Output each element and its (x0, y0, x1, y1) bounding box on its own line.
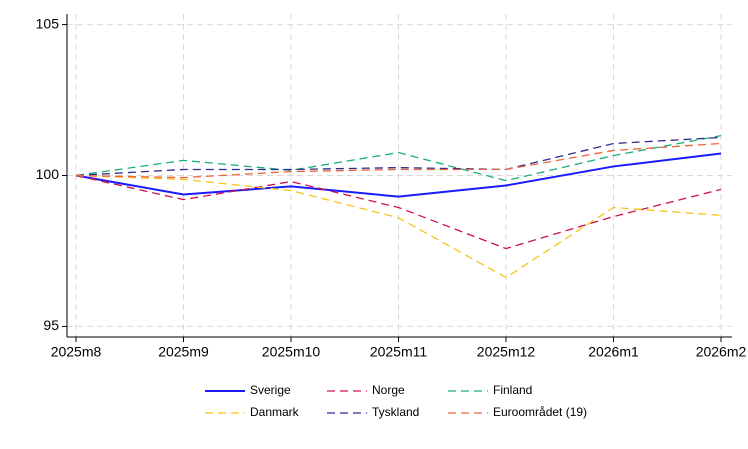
x-tick-label: 2026m2 (696, 344, 747, 360)
series-line (75, 152, 722, 198)
x-tick-label: 2025m9 (158, 344, 209, 360)
y-tick-label: 100 (36, 166, 60, 182)
y-tick-label: 95 (43, 317, 59, 333)
legend: Sverige Norge Finland Danmark Tyskland Euroom… (205, 383, 587, 419)
x-tick-label: 2025m8 (51, 344, 102, 360)
series-line (75, 136, 722, 177)
legend-label: Danmark (250, 405, 300, 419)
legend-label: Finland (493, 383, 532, 397)
series-line (75, 174, 722, 250)
x-tick-label: 2025m10 (262, 344, 321, 360)
y-tick-label: 105 (36, 15, 60, 31)
x-tick-label: 2025m11 (370, 344, 428, 360)
legend-label: Norge (372, 383, 405, 397)
legend-label: Euroområdet (19) (493, 405, 587, 419)
x-tick-label: 2026m1 (588, 344, 639, 360)
series-line (75, 135, 722, 182)
series-line (75, 142, 722, 179)
series-line (75, 174, 722, 279)
legend-label: Sverige (250, 383, 291, 397)
legend-label: Tyskland (372, 405, 419, 419)
x-tick-label: 2025m12 (477, 344, 536, 360)
